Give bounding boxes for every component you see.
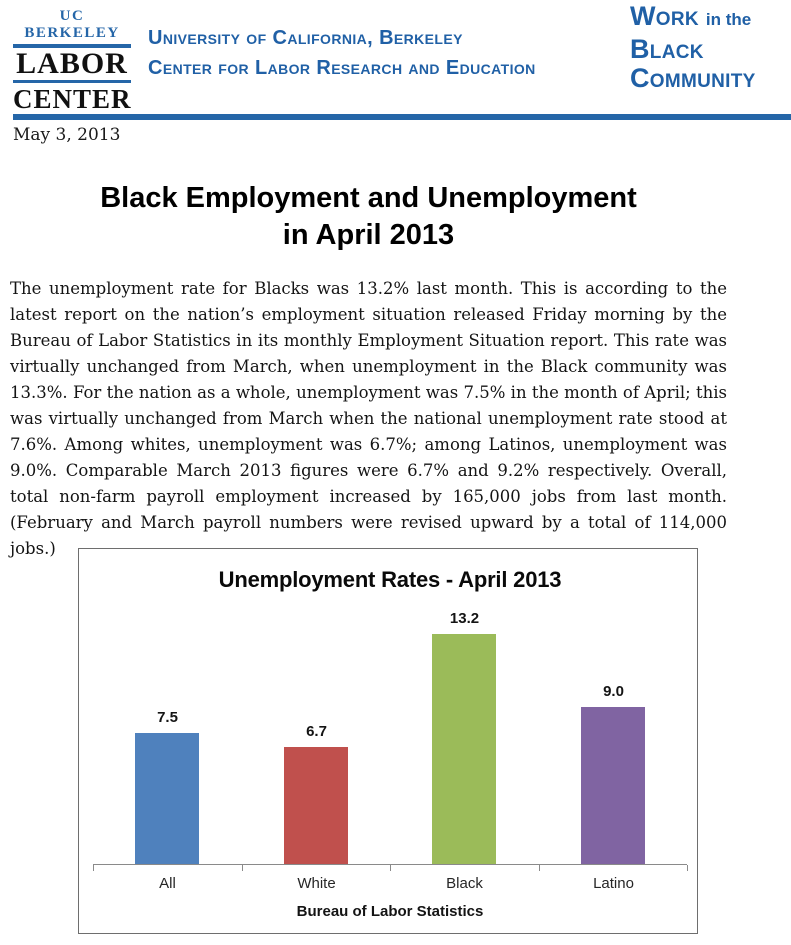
category-label-all: All bbox=[159, 875, 176, 892]
org-line-1: University of California, Berkeley bbox=[148, 27, 463, 49]
logo-rule bbox=[13, 44, 131, 48]
unemployment-chart: Unemployment Rates - April 2013 7.5 All 6.… bbox=[78, 548, 698, 934]
org-line-2: Center for Labor Research and Education bbox=[148, 57, 536, 79]
axis-tick bbox=[390, 865, 391, 871]
bar-value-label: 9.0 bbox=[603, 683, 624, 700]
axis-tick bbox=[687, 865, 688, 871]
category-label-white: White bbox=[297, 875, 336, 892]
logo-center: CENTER bbox=[13, 84, 132, 114]
document-title: Black Employment and Unemployment in Apr… bbox=[10, 180, 727, 254]
bar-black bbox=[432, 634, 496, 864]
category-label-black: Black bbox=[446, 875, 483, 892]
series-word-community: Community bbox=[630, 63, 756, 93]
bar-value-label: 6.7 bbox=[306, 723, 327, 740]
logo-rule bbox=[13, 80, 131, 83]
logo-labor: LABOR bbox=[16, 47, 128, 80]
axis-tick bbox=[93, 865, 94, 871]
chart-title: Unemployment Rates - April 2013 bbox=[218, 567, 562, 592]
body-paragraph: The unemployment rate for Blacks was 13.… bbox=[10, 279, 727, 558]
chart-plot: 7.5 All 6.7 White 13.2 Black 9.0 Latino bbox=[79, 549, 697, 933]
header-divider-rule bbox=[13, 114, 791, 120]
document-title-line-1: Black Employment and Unemployment bbox=[100, 182, 637, 214]
series-word-in-the: in the bbox=[705, 10, 752, 29]
bar-all bbox=[135, 733, 199, 864]
x-axis-title: Bureau of Labor Statistics bbox=[296, 903, 484, 920]
x-axis-line bbox=[93, 864, 687, 865]
bar-value-label: 7.5 bbox=[157, 709, 178, 726]
axis-tick bbox=[539, 865, 540, 871]
bar-value-label: 13.2 bbox=[449, 610, 480, 627]
series-title: Work in the Black Community bbox=[630, 2, 756, 93]
logo-uc-berkeley: UC BERKELEY bbox=[24, 8, 120, 41]
series-word-work: Work bbox=[630, 1, 699, 31]
bar-white bbox=[284, 747, 348, 864]
category-label-latino: Latino bbox=[593, 875, 634, 892]
axis-tick bbox=[242, 865, 243, 871]
publication-date: May 3, 2013 bbox=[13, 125, 121, 145]
document-title-line-2: in April 2013 bbox=[282, 219, 455, 251]
series-word-black: Black bbox=[630, 34, 704, 64]
labor-center-logo: UC BERKELEY LABOR CENTER bbox=[13, 8, 131, 121]
bar-latino bbox=[581, 707, 645, 864]
series-title-line-1: Work in the bbox=[630, 2, 756, 35]
organization-name: University of California, Berkeley Cente… bbox=[148, 23, 536, 83]
